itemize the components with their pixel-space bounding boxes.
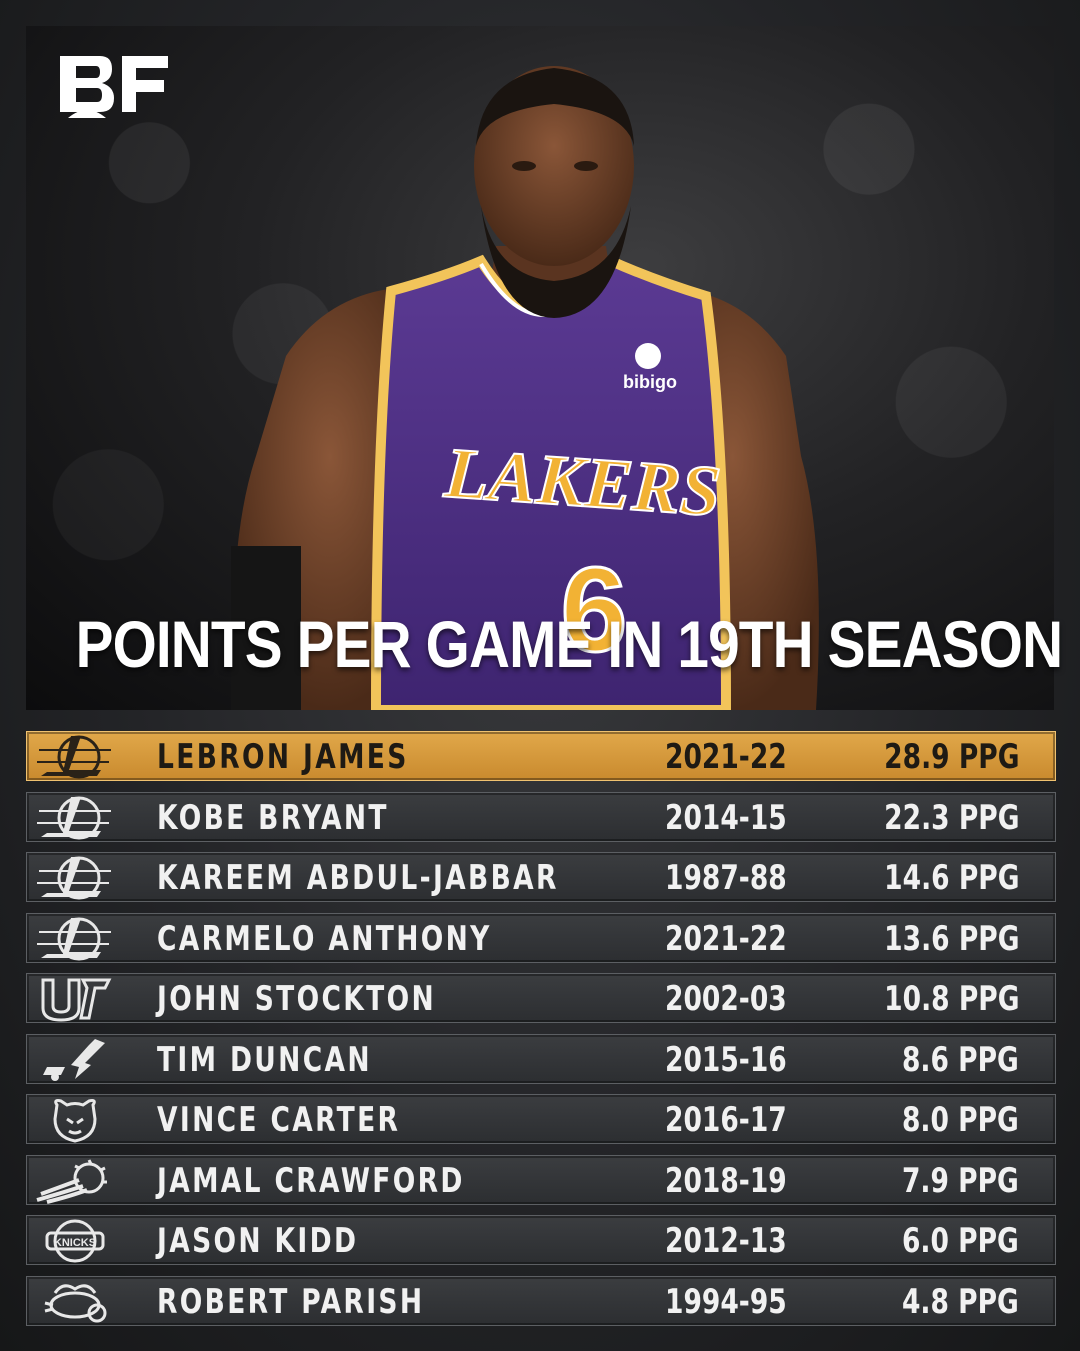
player-name: VINCE CARTER: [157, 1100, 401, 1140]
ranking-table: LEBRON JAMES 2021-22 28.9 PPG KOBE BRYANT 2…: [26, 731, 1056, 1336]
table-row: CARMELO ANTHONY 2021-22 13.6 PPG: [26, 912, 1056, 963]
player-name: CARMELO ANTHONY: [157, 918, 492, 959]
points-per-game: 14.6 PPG: [883, 858, 1019, 898]
points-per-game: 28.9 PPG: [883, 737, 1019, 777]
player-name: KOBE BRYANT: [157, 797, 389, 838]
table-row: VINCE CARTER 2016-17 8.0 PPG: [26, 1094, 1056, 1144]
season: 2002-03: [665, 979, 787, 1019]
lakers-logo-icon: [35, 795, 115, 841]
points-per-game: 8.0 PPG: [902, 1100, 1019, 1140]
svg-text:6: 6: [561, 543, 628, 677]
svg-text:bibigo: bibigo: [623, 372, 677, 392]
svg-text:KNICKS: KNICKS: [54, 1237, 96, 1249]
table-row: KAREEM ABDUL-JABBAR 1987-88 14.6 PPG: [26, 852, 1056, 902]
season: 2018-19: [665, 1160, 787, 1201]
grizzlies-logo-icon: [35, 1097, 115, 1143]
season: 1987-88: [665, 858, 787, 898]
points-per-game: 6.0 PPG: [902, 1221, 1019, 1261]
table-row: KOBE BRYANT 2014-15 22.3 PPG: [26, 791, 1056, 842]
season: 2021-22: [665, 918, 787, 959]
season: 2015-16: [665, 1039, 787, 1080]
table-row: LEBRON JAMES 2021-22 28.9 PPG: [26, 731, 1056, 781]
player-name: ROBERT PARISH: [157, 1281, 425, 1322]
table-row: TIM DUNCAN 2015-16 8.6 PPG: [26, 1033, 1056, 1084]
table-row: ROBERT PARISH 1994-95 4.8 PPG: [26, 1275, 1056, 1326]
jazz-logo-icon: [35, 976, 115, 1022]
hero-photo: LAKERS 6 bibigo: [26, 26, 1054, 710]
spurs-logo-icon: [35, 1037, 115, 1083]
knicks-logo-icon: KNICKS: [35, 1218, 115, 1264]
player-name: KAREEM ABDUL-JABBAR: [157, 858, 559, 898]
page-title: POINTS PER GAME IN 19TH SEASON: [75, 607, 1063, 681]
player-name: JOHN STOCKTON: [157, 979, 437, 1019]
points-per-game: 13.6 PPG: [883, 918, 1019, 959]
player-name: JAMAL CRAWFORD: [157, 1160, 465, 1201]
season: 2014-15: [665, 797, 787, 838]
player-photo: LAKERS 6 bibigo: [231, 66, 819, 710]
lakers-logo-icon: [35, 916, 115, 962]
lakers-logo-icon: [35, 855, 115, 901]
points-per-game: 10.8 PPG: [883, 979, 1019, 1019]
season: 1994-95: [665, 1281, 787, 1322]
table-row: KNICKS JASON KIDD 2012-13 6.0 PPG: [26, 1215, 1056, 1265]
lakers-logo-icon: [35, 734, 115, 780]
suns-logo-icon: [35, 1158, 115, 1204]
player-name: LEBRON JAMES: [157, 737, 409, 777]
season: 2012-13: [665, 1221, 787, 1261]
points-per-game: 4.8 PPG: [902, 1281, 1019, 1322]
player-name: TIM DUNCAN: [157, 1039, 372, 1080]
player-name: JASON KIDD: [157, 1221, 359, 1261]
brand-logo: [60, 56, 168, 118]
table-row: JOHN STOCKTON 2002-03 10.8 PPG: [26, 973, 1056, 1023]
season: 2021-22: [665, 737, 787, 777]
points-per-game: 7.9 PPG: [902, 1160, 1019, 1201]
table-row: JAMAL CRAWFORD 2018-19 7.9 PPG: [26, 1154, 1056, 1205]
points-per-game: 8.6 PPG: [902, 1039, 1019, 1080]
points-per-game: 22.3 PPG: [883, 797, 1019, 838]
season: 2016-17: [665, 1100, 787, 1140]
hornets-logo-icon: [35, 1279, 115, 1325]
